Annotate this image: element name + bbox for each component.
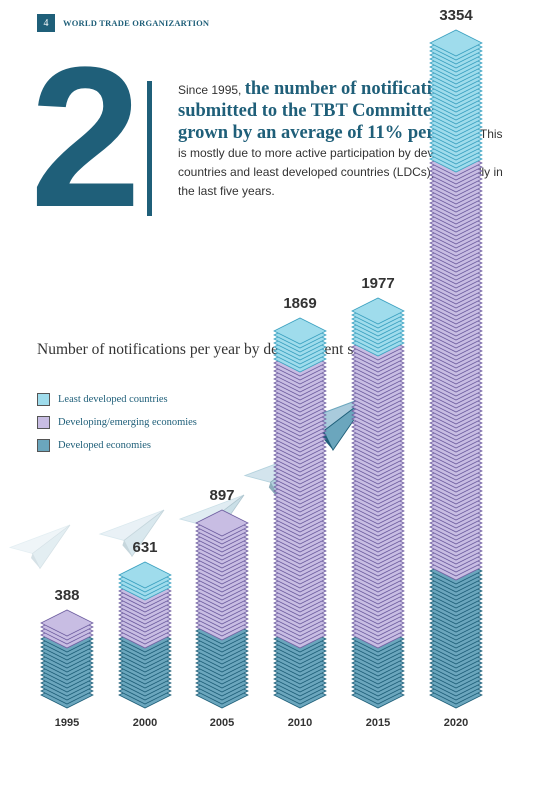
organization-name: WORLD TRADE ORGANIZARTION — [63, 18, 210, 28]
legend-item-developing: Developing/emerging economies — [37, 415, 197, 430]
bar-stack-2015 — [351, 297, 405, 709]
x-tick-label: 1995 — [55, 717, 79, 729]
x-tick-label: 2020 — [444, 717, 468, 729]
bar-total-label: 1977 — [361, 275, 394, 292]
bar-stack-2020 — [429, 29, 483, 709]
bar-stack-2000 — [118, 561, 172, 709]
legend-item-developed: Developed economies — [37, 438, 197, 453]
bar-layer — [429, 29, 483, 57]
paper-plane-icon — [8, 524, 71, 570]
bar-total-label: 3354 — [439, 7, 473, 24]
intro-highlight: the number of notifications submitted to… — [178, 79, 477, 143]
bar-layer — [273, 317, 327, 345]
page-number: 4 — [37, 14, 55, 32]
bar-stacks — [40, 29, 483, 709]
bar-total-label: 631 — [132, 539, 157, 556]
bar-total-label: 897 — [209, 487, 234, 504]
bar-stack-1995 — [40, 609, 94, 709]
chart-legend: Least developed countries Developing/eme… — [37, 392, 197, 461]
bar-stack-2010 — [273, 317, 327, 709]
page-header: 4 WORLD TRADE ORGANIZARTION — [37, 14, 209, 32]
paper-plane-icon — [98, 509, 165, 558]
legend-swatch-developed — [37, 439, 50, 452]
legend-label-least-developed: Least developed countries — [58, 394, 168, 405]
bar-layer — [195, 509, 249, 537]
bar-total-label: 388 — [54, 587, 79, 604]
vertical-divider — [147, 81, 152, 216]
big-number: 2 — [30, 26, 141, 249]
bar-layer — [118, 561, 172, 589]
x-tick-label: 2010 — [288, 717, 312, 729]
legend-swatch-least-developed — [37, 393, 50, 406]
legend-label-developing: Developing/emerging economies — [58, 417, 197, 428]
x-tick-label: 2015 — [366, 717, 390, 729]
bar-layer — [40, 609, 94, 637]
legend-item-least-developed: Least developed countries — [37, 392, 197, 407]
chart-labels: 388 1995 631 2000 897 2005 1869 2010 1977 2015 335… — [54, 7, 473, 729]
bar-total-label: 1869 — [283, 295, 316, 312]
bar-stack-2005 — [195, 509, 249, 709]
intro-lead-in: Since 1995, — [178, 83, 242, 97]
legend-label-developed: Developed economies — [58, 440, 152, 451]
x-tick-label: 2005 — [210, 717, 234, 729]
bar-layer — [351, 297, 405, 325]
legend-swatch-developing — [37, 416, 50, 429]
intro-body: This is mostly due to more active partic… — [178, 127, 503, 198]
x-tick-label: 2000 — [133, 717, 157, 729]
intro-paragraph: Since 1995, the number of notifications … — [178, 78, 508, 201]
